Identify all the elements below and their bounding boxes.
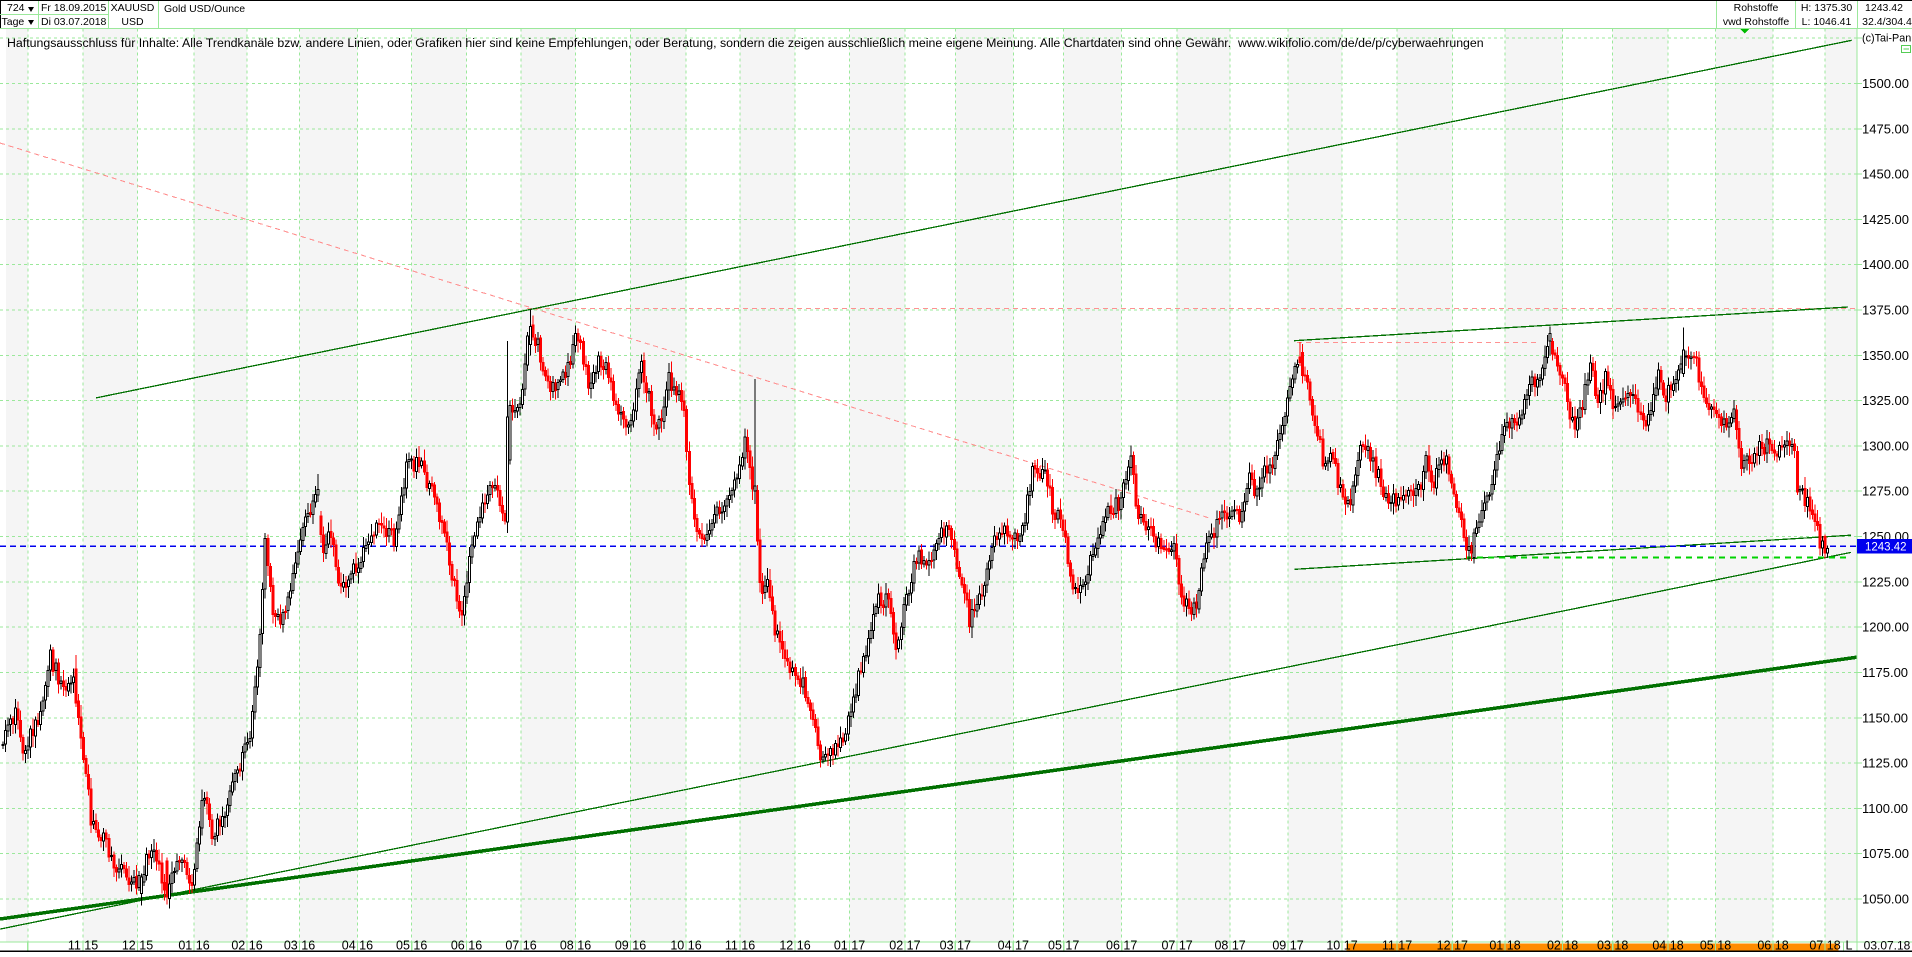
svg-text:02 16: 02 16 <box>231 939 262 953</box>
svg-text:04 17: 04 17 <box>998 939 1029 953</box>
svg-text:12 16: 12 16 <box>779 939 810 953</box>
svg-text:02 18: 02 18 <box>1547 939 1578 953</box>
svg-text:09 17: 09 17 <box>1272 939 1303 953</box>
svg-text:1225.00: 1225.00 <box>1862 574 1909 589</box>
svg-text:04 18: 04 18 <box>1652 939 1683 953</box>
svg-text:10 17: 10 17 <box>1326 939 1357 953</box>
svg-text:05 18: 05 18 <box>1700 939 1731 953</box>
svg-text:06 16: 06 16 <box>451 939 482 953</box>
svg-text:1243.42: 1243.42 <box>1865 542 1907 554</box>
svg-text:08 17: 08 17 <box>1214 939 1245 953</box>
svg-text:01 17: 01 17 <box>834 939 865 953</box>
svg-text:07 18: 07 18 <box>1809 939 1840 953</box>
svg-text:06 18: 06 18 <box>1757 939 1788 953</box>
svg-text:1050.00: 1050.00 <box>1862 892 1909 907</box>
svg-text:05 17: 05 17 <box>1048 939 1079 953</box>
svg-text:1150.00: 1150.00 <box>1862 710 1908 725</box>
svg-text:1075.00: 1075.00 <box>1862 846 1909 861</box>
svg-text:1475.00: 1475.00 <box>1862 121 1909 136</box>
svg-text:1200.00: 1200.00 <box>1862 620 1909 635</box>
svg-text:09 16: 09 16 <box>615 939 646 953</box>
svg-text:1500.00: 1500.00 <box>1862 76 1909 91</box>
svg-text:05 16: 05 16 <box>396 939 427 953</box>
svg-text:02 17: 02 17 <box>889 939 920 953</box>
svg-text:07 16: 07 16 <box>505 939 536 953</box>
svg-text:11 15: 11 15 <box>68 939 98 953</box>
svg-text:06 17: 06 17 <box>1106 939 1137 953</box>
svg-text:11 17: 11 17 <box>1382 939 1412 953</box>
svg-text:08 16: 08 16 <box>560 939 591 953</box>
svg-text:12 17: 12 17 <box>1437 939 1468 953</box>
svg-text:1350.00: 1350.00 <box>1862 348 1909 363</box>
svg-text:1450.00: 1450.00 <box>1862 167 1909 182</box>
svg-text:03 17: 03 17 <box>940 939 971 953</box>
svg-text:01 16: 01 16 <box>178 939 209 953</box>
svg-text:1400.00: 1400.00 <box>1862 257 1909 272</box>
svg-text:03.07.18: 03.07.18 <box>1864 939 1911 953</box>
svg-text:1175.00: 1175.00 <box>1862 665 1908 680</box>
svg-text:1425.00: 1425.00 <box>1862 212 1909 227</box>
svg-text:10 16: 10 16 <box>670 939 701 953</box>
svg-text:04 16: 04 16 <box>342 939 373 953</box>
svg-text:1325.00: 1325.00 <box>1862 393 1909 408</box>
svg-text:1300.00: 1300.00 <box>1862 438 1909 453</box>
svg-text:07 17: 07 17 <box>1161 939 1192 953</box>
svg-text:(c)Tai-Pan: (c)Tai-Pan <box>1862 33 1911 45</box>
svg-text:L: L <box>1846 939 1853 953</box>
svg-text:01 18: 01 18 <box>1489 939 1520 953</box>
svg-text:03 16: 03 16 <box>284 939 315 953</box>
svg-text:1100.00: 1100.00 <box>1862 801 1908 816</box>
svg-text:1375.00: 1375.00 <box>1862 303 1909 318</box>
svg-text:03 18: 03 18 <box>1597 939 1628 953</box>
svg-text:12 15: 12 15 <box>122 939 153 953</box>
svg-text:1125.00: 1125.00 <box>1862 756 1908 771</box>
svg-text:11 16: 11 16 <box>725 939 755 953</box>
svg-text:1275.00: 1275.00 <box>1862 484 1909 499</box>
